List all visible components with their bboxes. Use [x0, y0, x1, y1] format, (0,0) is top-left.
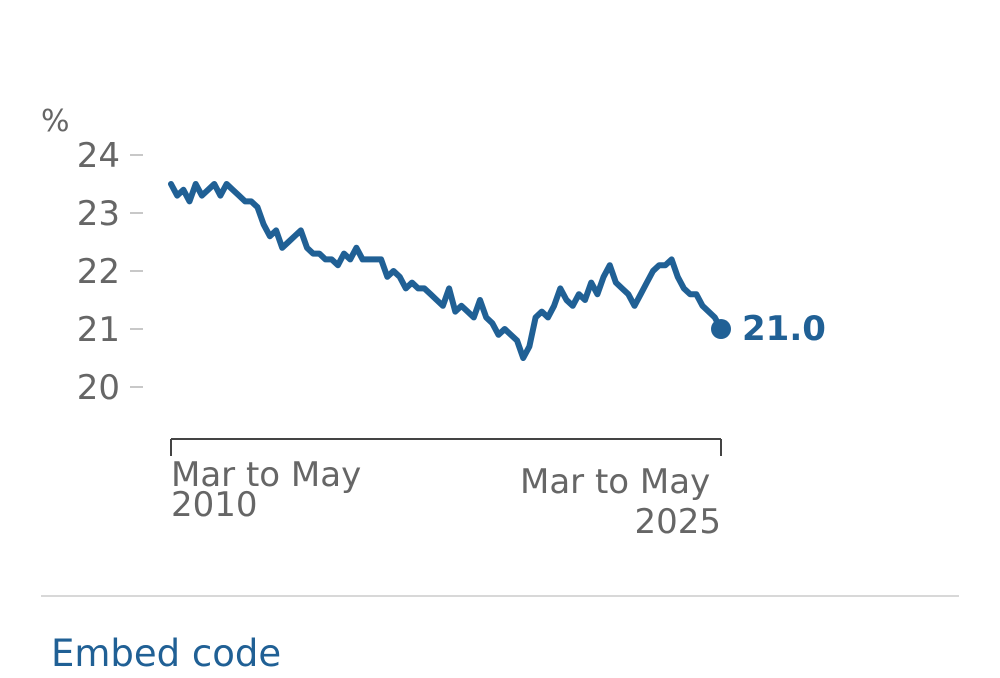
y-tick-label: 20	[77, 368, 120, 408]
divider	[41, 595, 959, 597]
series-line	[168, 181, 724, 361]
y-tick-label: 24	[77, 136, 120, 176]
embed-code-link[interactable]: Embed code	[51, 632, 282, 675]
x-axis-end-label-line-1: Mar to May	[520, 462, 710, 502]
y-tick-label: 23	[77, 194, 120, 234]
y-axis-unit-label: %	[41, 104, 70, 139]
x-axis-start-label-line-2: 2010	[171, 485, 258, 525]
x-axis-start-label: Mar to May 2010	[171, 455, 372, 525]
last-data-point	[711, 319, 731, 339]
x-axis-end-label-line-2: 2025	[634, 502, 721, 542]
x-axis-end-label: Mar to May 2025	[520, 462, 721, 542]
x-axis-start-label-line-1: Mar to May	[171, 455, 361, 495]
y-tick-label: 21	[77, 310, 120, 350]
y-axis: 20 21 22 23 24	[77, 136, 143, 408]
last-value-label: 21.0	[742, 309, 826, 349]
line-chart: % 20 21 22 23 24 Mar to May 2010 Mar to May …	[41, 104, 826, 542]
y-tick-label: 22	[77, 252, 120, 292]
